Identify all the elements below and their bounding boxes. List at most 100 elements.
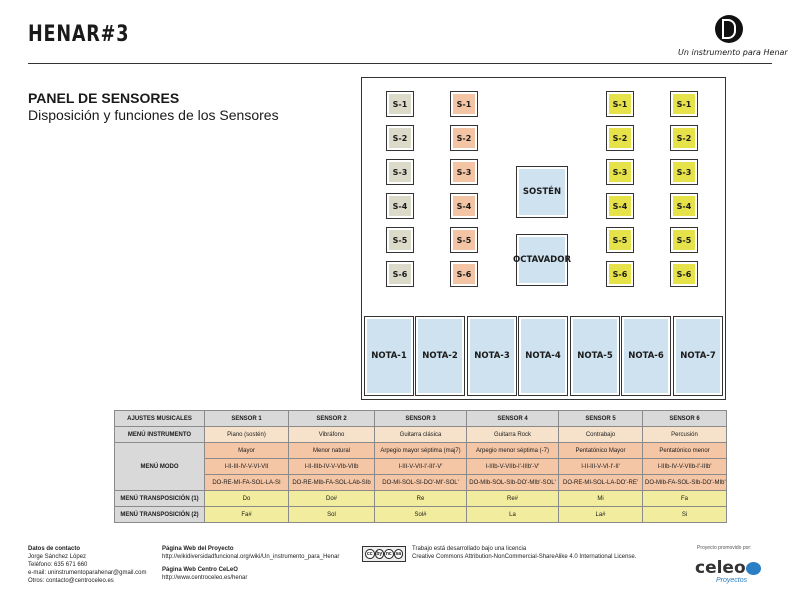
- table-cell: Fa: [642, 490, 727, 507]
- sensor-col2-s5[interactable]: S-5: [450, 227, 478, 253]
- table-row-modo: DO-RE-MI-FA-SOL-LA-SI DO-RE-MIb-FA-SOL-L…: [115, 474, 727, 491]
- table-cell: Pentatónico menor: [642, 442, 727, 459]
- sosten-button[interactable]: SOSTÉN: [516, 166, 568, 218]
- nota-key-6[interactable]: NOTA-6: [621, 316, 671, 396]
- web-project-title: Página Web del Proyecto: [162, 546, 234, 552]
- sensor-col4-s1[interactable]: S-1: [670, 91, 698, 117]
- sensor-col4-s4[interactable]: S-4: [670, 193, 698, 219]
- henar-logo: [715, 15, 743, 43]
- table-cell: Mayor: [204, 442, 289, 459]
- row-label: MENÚ TRANSPOSICIÓN (1): [114, 490, 205, 507]
- table-header: SENSOR 2: [288, 410, 375, 427]
- table-row-modo: I-II-III-IV-V-VI-VII I-II-IIIb-IV-V-VIb-…: [115, 458, 727, 475]
- sensor-col2-s6[interactable]: S-6: [450, 261, 478, 287]
- nota-key-4[interactable]: NOTA-4: [518, 316, 568, 396]
- table-cell: DO-RE-MI-FA-SOL-LA-SI: [204, 474, 289, 491]
- table-cell: I-IIIb-V-VIIb-I'-IIIb'-V': [466, 458, 559, 475]
- table-cell: Arpegio menor séptima (-7): [466, 442, 559, 459]
- contact-line[interactable]: e-mail: uninstrumentoparahenar@gmail.com: [28, 570, 147, 576]
- cc-license-badge[interactable]: cc by nc sa: [362, 546, 406, 562]
- settings-table: AJUSTES MUSICALES SENSOR 1 SENSOR 2 SENS…: [114, 410, 727, 523]
- table-header: SENSOR 5: [558, 410, 643, 427]
- table-row-transposicion-2: MENÚ TRANSPOSICIÓN (2) Fa# Sol Sol# La L…: [114, 506, 727, 523]
- sensor-col1-s2[interactable]: S-2: [386, 125, 414, 151]
- row-label: MENÚ TRANSPOSICIÓN (2): [114, 506, 205, 523]
- table-cell: Percusión: [642, 426, 727, 443]
- table-cell: Si: [642, 506, 727, 523]
- sensor-col3-s4[interactable]: S-4: [606, 193, 634, 219]
- panel-subtitle: Disposición y funciones de los Sensores: [28, 107, 279, 123]
- promoted-by-label: Proyecto promovido por:: [697, 545, 752, 551]
- celeo-logo: celeo: [695, 558, 746, 578]
- contact-title: Datos de contacto: [28, 546, 81, 552]
- sensor-col3-s6[interactable]: S-6: [606, 261, 634, 287]
- header-title: HENAR#3: [28, 22, 130, 47]
- table-header: AJUSTES MUSICALES: [114, 410, 205, 427]
- web-celeo-link[interactable]: http://www.centroceleo.es/henar: [162, 575, 248, 581]
- sensor-col2-s1[interactable]: S-1: [450, 91, 478, 117]
- sensor-col2-s3[interactable]: S-3: [450, 159, 478, 185]
- table-cell: Menor natural: [288, 442, 375, 459]
- sensor-col2-s2[interactable]: S-2: [450, 125, 478, 151]
- contact-block: Datos de contacto Jorge Sánchez López Te…: [28, 545, 146, 585]
- table-row-modo: MENÚ MODO Mayor Menor natural Arpegio ma…: [114, 442, 727, 491]
- celeo-bubble-icon: [746, 562, 761, 575]
- table-row-transposicion-1: MENÚ TRANSPOSICIÓN (1) Do Do# Re Re# Mi …: [114, 490, 727, 507]
- table-cell: Vibráfono: [288, 426, 375, 443]
- table-cell: Do#: [288, 490, 375, 507]
- sensor-col3-s3[interactable]: S-3: [606, 159, 634, 185]
- table-cell: DO-MIb-SOL-SIb-DO'-MIb'-SOL': [466, 474, 559, 491]
- table-header: SENSOR 1: [204, 410, 289, 427]
- row-label: MENÚ INSTRUMENTO: [114, 426, 205, 443]
- nota-key-7[interactable]: NOTA-7: [673, 316, 723, 396]
- cc-by-icon: by: [374, 549, 384, 559]
- web-celeo-title: Página Web Centro CeLeO: [162, 567, 238, 573]
- contact-line: Jorge Sánchez López: [28, 554, 87, 560]
- web-project-link[interactable]: http://wikidiversidadfuncional.org/wiki/…: [162, 554, 340, 560]
- nota-key-2[interactable]: NOTA-2: [415, 316, 465, 396]
- table-cell: I-IIIb-IV-V-VIIb-I'-IIIb': [642, 458, 727, 475]
- table-cell: Do: [204, 490, 289, 507]
- web-links-block: Página Web del Proyecto http://wikidiver…: [162, 545, 339, 582]
- license-text: Trabajo está desarrollado bajo una licen…: [412, 545, 636, 561]
- sensor-col4-s2[interactable]: S-2: [670, 125, 698, 151]
- table-cell: La: [466, 506, 559, 523]
- table-cell: DO-RE-MIb-FA-SOL-LAb-SIb: [288, 474, 375, 491]
- table-header: SENSOR 3: [374, 410, 467, 427]
- table-cell: I-III-V-VII-I'-III'-V': [374, 458, 467, 475]
- row-label: MENÚ MODO: [114, 442, 205, 491]
- octavador-button[interactable]: OCTAVADOR: [513, 234, 571, 286]
- table-cell: Sol: [288, 506, 375, 523]
- table-cell: DO-MIb-FA-SOL-SIb-DO'-MIb': [642, 474, 727, 491]
- sensor-col4-s6[interactable]: S-6: [670, 261, 698, 287]
- table-cell: Guitarra clásica: [374, 426, 467, 443]
- sensor-col4-s3[interactable]: S-3: [670, 159, 698, 185]
- nota-key-5[interactable]: NOTA-5: [570, 316, 620, 396]
- sensor-col1-s3[interactable]: S-3: [386, 159, 414, 185]
- nota-key-3[interactable]: NOTA-3: [467, 316, 517, 396]
- celeo-subtitle: Proyectos: [716, 577, 748, 584]
- panel-title: PANEL DE SENSORES: [28, 90, 180, 106]
- license-line: Creative Commons Attribution-NonCommerci…: [412, 554, 637, 560]
- sensor-col1-s4[interactable]: S-4: [386, 193, 414, 219]
- sensor-col1-s1[interactable]: S-1: [386, 91, 414, 117]
- table-cell: DO-RE-MI-SOL-LA-DO'-RE': [558, 474, 643, 491]
- sensor-col1-s6[interactable]: S-6: [386, 261, 414, 287]
- cc-icon: cc: [365, 549, 375, 559]
- table-cell: I-II-III-V-VI-I'-II': [558, 458, 643, 475]
- sensor-col3-s2[interactable]: S-2: [606, 125, 634, 151]
- contact-line[interactable]: Otros: contacto@centroceleo.es: [28, 578, 114, 584]
- license-line: Trabajo está desarrollado bajo una licen…: [412, 546, 527, 552]
- table-header: SENSOR 6: [642, 410, 727, 427]
- table-cell: Fa#: [204, 506, 289, 523]
- sensor-col3-s1[interactable]: S-1: [606, 91, 634, 117]
- table-cell: I-II-III-IV-V-VI-VII: [204, 458, 289, 475]
- sensor-col4-s5[interactable]: S-5: [670, 227, 698, 253]
- nota-key-1[interactable]: NOTA-1: [364, 316, 414, 396]
- sensor-col1-s5[interactable]: S-5: [386, 227, 414, 253]
- table-cell: Guitarra Rock: [466, 426, 559, 443]
- sensor-col3-s5[interactable]: S-5: [606, 227, 634, 253]
- table-cell: Piano (sostén): [204, 426, 289, 443]
- sensor-col2-s4[interactable]: S-4: [450, 193, 478, 219]
- cc-nc-icon: nc: [384, 549, 394, 559]
